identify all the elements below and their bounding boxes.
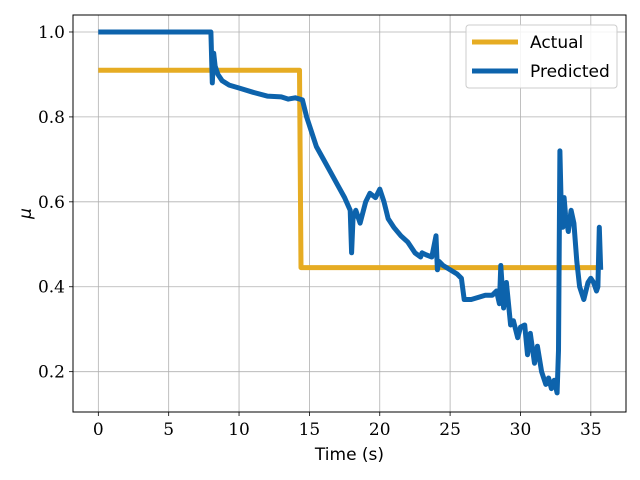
x-tick-label: 30 xyxy=(510,420,532,440)
series-layer xyxy=(98,29,604,396)
y-tick-label: 0.4 xyxy=(38,278,65,298)
x-tick-label: 35 xyxy=(580,420,602,440)
plot-frame xyxy=(72,14,627,413)
series-line-predicted xyxy=(98,29,604,396)
x-tick-label: 5 xyxy=(163,420,174,440)
x-axis-label: Time (s) xyxy=(314,445,384,465)
x-tick-label: 10 xyxy=(228,420,250,440)
x-axis: 0 5 10 15 20 25 30 35 xyxy=(93,412,602,440)
legend: Actual Predicted xyxy=(465,24,618,89)
x-tick-label: 20 xyxy=(369,420,391,440)
y-axis-label: μ xyxy=(16,208,36,220)
y-tick-label: 0.6 xyxy=(38,193,65,213)
y-tick-label: 0.8 xyxy=(38,108,65,128)
y-axis: 0.2 0.4 0.6 0.8 1.0 xyxy=(38,23,73,383)
y-tick-label: 1.0 xyxy=(38,23,65,43)
y-tick-label: 0.2 xyxy=(38,363,65,383)
x-tick-label: 25 xyxy=(439,420,461,440)
x-tick-label: 15 xyxy=(299,420,321,440)
legend-label-predicted: Predicted xyxy=(530,62,610,82)
x-tick-label: 0 xyxy=(93,420,104,440)
legend-label-actual: Actual xyxy=(530,33,583,53)
